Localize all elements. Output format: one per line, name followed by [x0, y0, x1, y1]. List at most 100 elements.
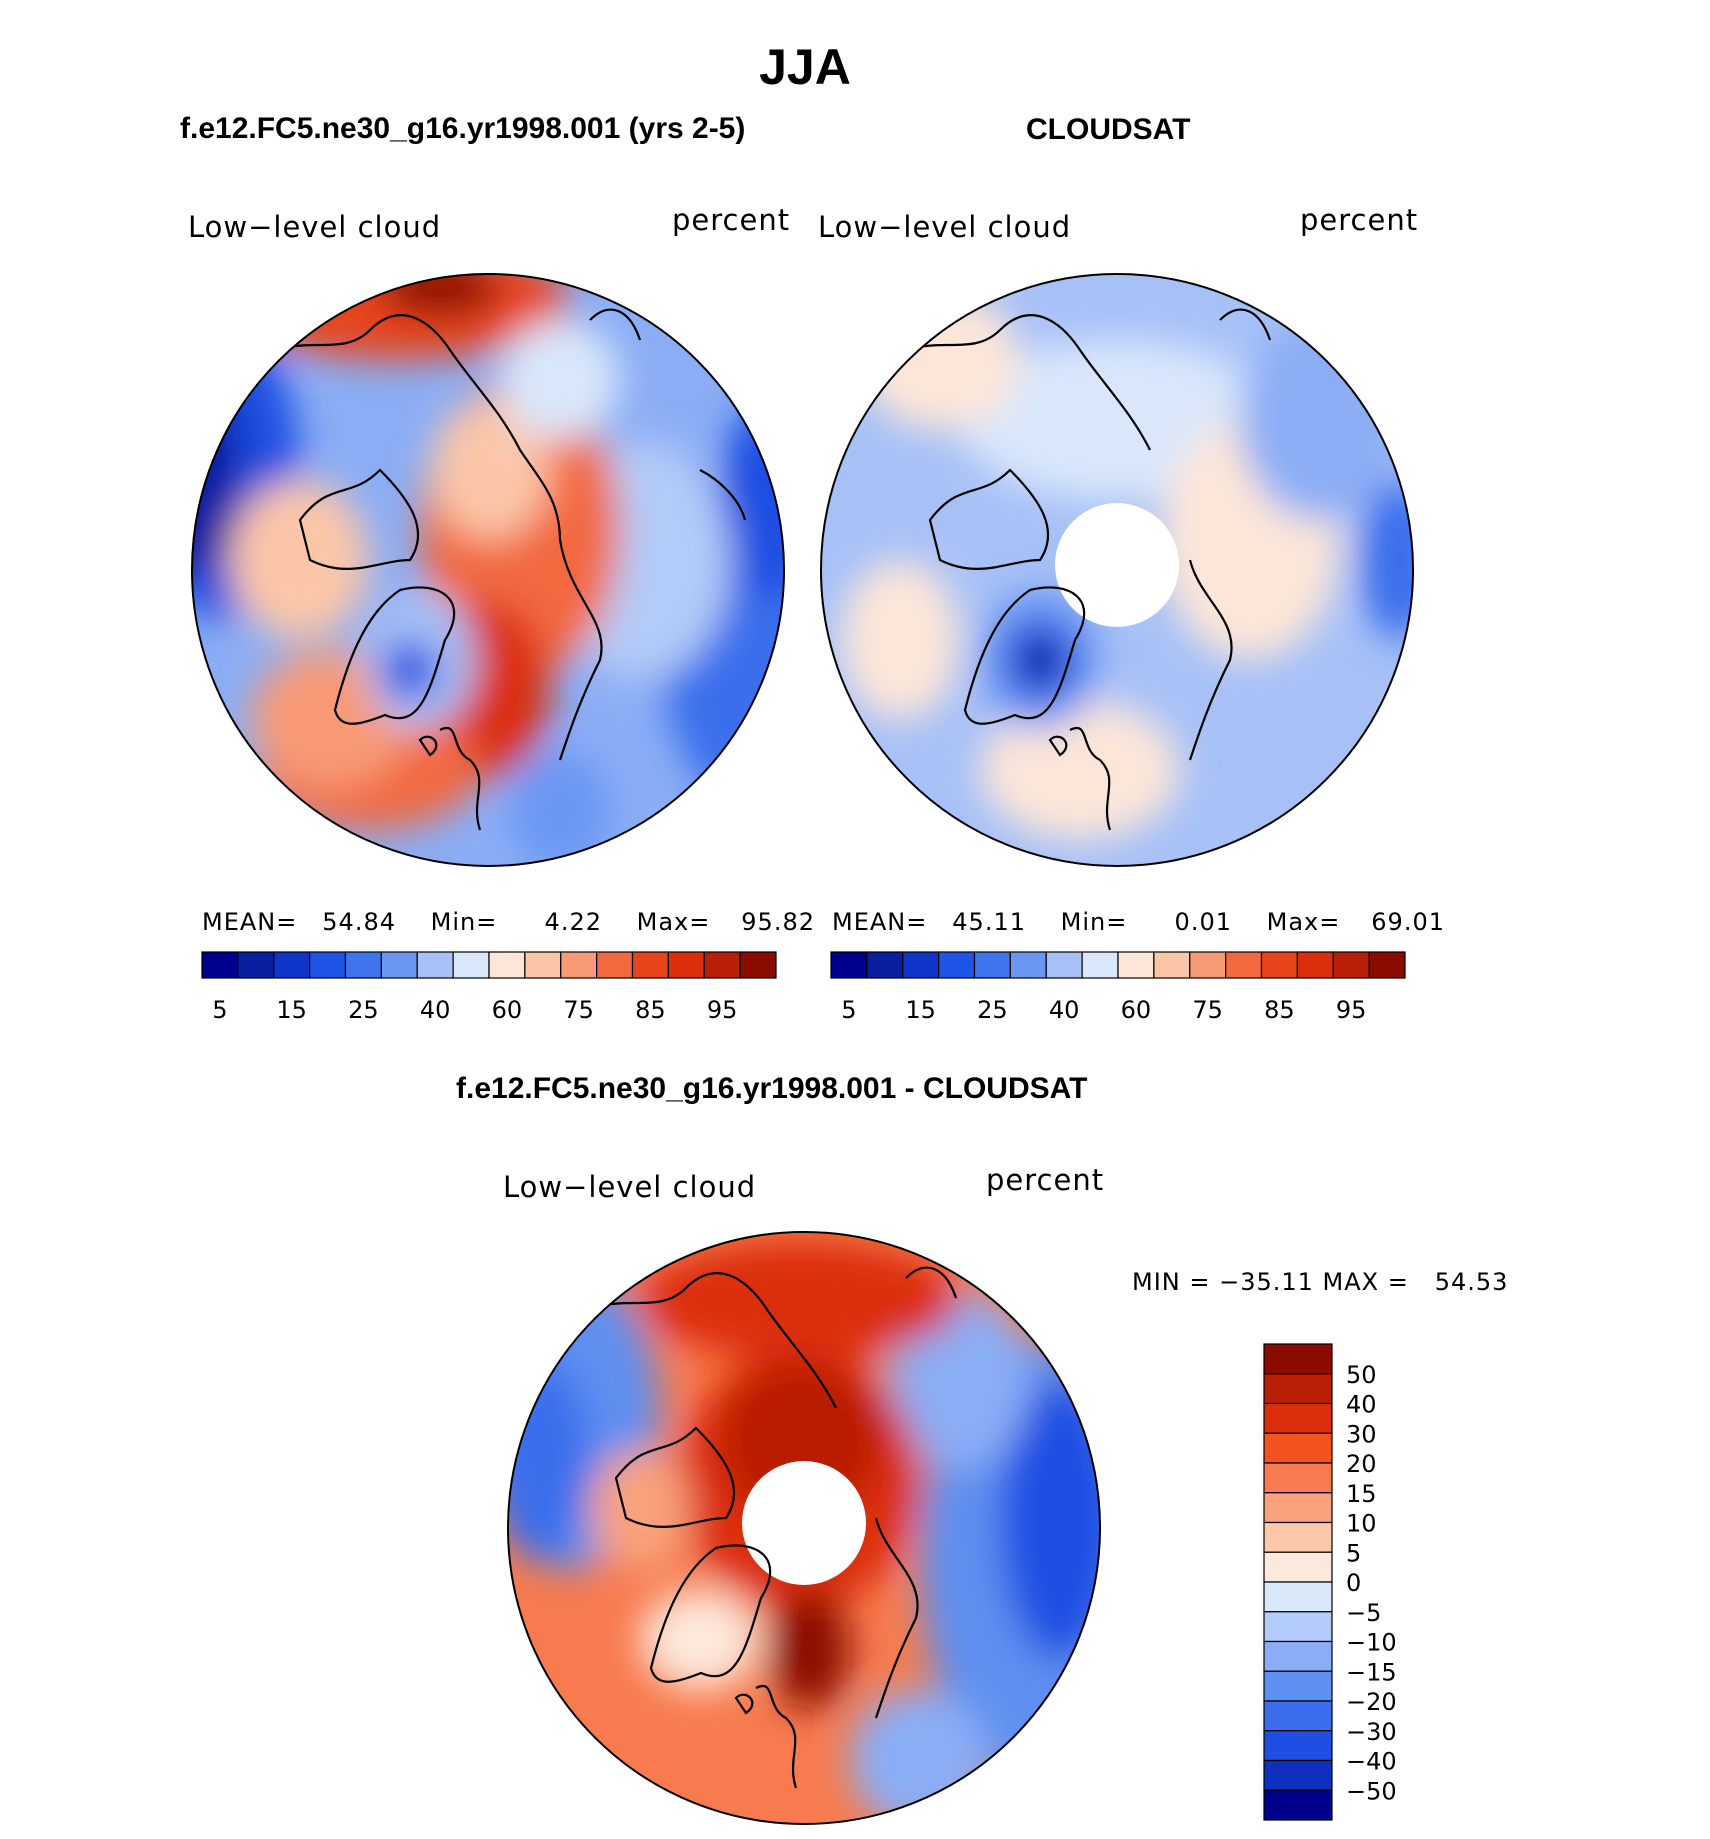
obs-colorbar-box — [1153, 951, 1191, 979]
diff-colorbar-tick-label: −10 — [1346, 1629, 1397, 1657]
obs-colorbar-box — [866, 951, 904, 979]
diff-colorbar-tick-label: 30 — [1346, 1420, 1377, 1448]
model-colorbar-box — [631, 951, 669, 979]
model-colorbar-box — [201, 951, 239, 979]
diff-variable-label: Low−level cloud — [503, 1170, 757, 1204]
obs-colorbar-box — [1189, 951, 1227, 979]
model-colorbar-box — [452, 951, 490, 979]
diff-colorbar-tick-label: 0 — [1346, 1569, 1361, 1597]
obs-colorbar-tick-label: 85 — [1264, 996, 1295, 1024]
obs-colorbar-box — [1009, 951, 1047, 979]
model-colorbar-tick-label: 40 — [420, 996, 451, 1024]
model-units-label: percent — [672, 203, 791, 237]
model-colorbar-box — [416, 951, 454, 979]
model-stats: MEAN= 54.84 Min= 4.22 Max= 95.82 — [202, 908, 815, 936]
diff-colorbar-tick-label: −20 — [1346, 1688, 1397, 1716]
obs-colorbar-box — [938, 951, 976, 979]
diff-colorbar-box — [1263, 1789, 1333, 1821]
model-colorbar-box — [596, 951, 634, 979]
model-colorbar-box — [309, 951, 347, 979]
diff-colorbar-box — [1263, 1581, 1333, 1613]
obs-colorbar-box — [1081, 951, 1119, 979]
model-colorbar-tick-label: 15 — [276, 996, 307, 1024]
obs-colorbar-box — [1368, 951, 1406, 979]
model-colorbar-box — [739, 951, 777, 979]
obs-colorbar-tick-label: 60 — [1121, 996, 1152, 1024]
obs-colorbar: 5 15 25 40 60 75 85 95 — [830, 951, 1406, 1024]
model-polar-map — [191, 273, 785, 867]
model-colorbar-box — [380, 951, 418, 979]
diff-units-label: percent — [986, 1163, 1105, 1197]
model-colorbar-tick-label: 85 — [635, 996, 666, 1024]
diff-colorbar-box — [1263, 1759, 1333, 1791]
model-mean-label: MEAN= — [202, 908, 298, 936]
obs-colorbar-box — [1117, 951, 1155, 979]
diff-stats: MIN = −35.11 MAX = 54.53 — [1132, 1268, 1509, 1296]
diff-colorbar-box — [1263, 1343, 1333, 1375]
diff-colorbar-box — [1263, 1462, 1333, 1494]
model-colorbar-box — [560, 951, 598, 979]
model-variable-label: Low−level cloud — [188, 210, 442, 244]
obs-colorbar-box — [902, 951, 940, 979]
diff-colorbar-tick-label: −30 — [1346, 1718, 1397, 1746]
diff-colorbar-box — [1263, 1432, 1333, 1464]
model-min-label: Min= — [430, 908, 498, 936]
diff-colorbar-box — [1263, 1402, 1333, 1434]
model-colorbar-box — [667, 951, 705, 979]
model-colorbar-tick-label: 5 — [212, 996, 227, 1024]
diff-colorbar-box — [1263, 1492, 1333, 1524]
diff-polar-map — [507, 1231, 1101, 1825]
model-panel-title: f.e12.FC5.ne30_g16.yr1998.001 (yrs 2-5) — [180, 112, 746, 145]
diff-colorbar-tick-label: 10 — [1346, 1510, 1377, 1538]
obs-min-label: Min= — [1060, 908, 1128, 936]
obs-colorbar-box — [830, 951, 868, 979]
main-title: JJA — [759, 39, 851, 95]
model-colorbar-tick-label: 60 — [492, 996, 523, 1024]
diff-colorbar-tick-label: 5 — [1346, 1539, 1361, 1567]
obs-colorbar-tick-label: 25 — [977, 996, 1008, 1024]
obs-colorbar-tick-label: 95 — [1336, 996, 1367, 1024]
obs-colorbar-tick-label: 5 — [841, 996, 856, 1024]
diff-colorbar-tick-label: −5 — [1346, 1599, 1381, 1627]
obs-units-label: percent — [1300, 203, 1419, 237]
obs-colorbar-tick-label: 15 — [905, 996, 936, 1024]
diff-colorbar-tick-label: 20 — [1346, 1450, 1377, 1478]
model-mean-value: 54.84 — [322, 908, 396, 936]
obs-colorbar-box — [973, 951, 1011, 979]
obs-min-value: 0.01 — [1174, 908, 1232, 936]
model-colorbar-tick-label: 95 — [707, 996, 738, 1024]
obs-colorbar-box — [1296, 951, 1334, 979]
obs-mean-value: 45.11 — [952, 908, 1026, 936]
obs-colorbar-box — [1260, 951, 1298, 979]
model-colorbar-box — [488, 951, 526, 979]
model-max-label: Max= — [636, 908, 711, 936]
diff-colorbar-tick-label: 15 — [1346, 1480, 1377, 1508]
obs-polar-map — [820, 273, 1414, 867]
obs-colorbar-box — [1332, 951, 1370, 979]
model-min-value: 4.22 — [544, 908, 602, 936]
diff-colorbar-box — [1263, 1700, 1333, 1732]
model-colorbar-box — [703, 951, 741, 979]
model-colorbar-box — [237, 951, 275, 979]
obs-colorbar-tick-label: 40 — [1049, 996, 1080, 1024]
diff-colorbar-box — [1263, 1640, 1333, 1672]
obs-variable-label: Low−level cloud — [818, 210, 1072, 244]
model-colorbar: 5 15 25 40 60 75 85 95 — [201, 951, 777, 1024]
diff-panel-title: f.e12.FC5.ne30_g16.yr1998.001 - CLOUDSAT — [456, 1072, 1088, 1105]
diff-colorbar-box — [1263, 1670, 1333, 1702]
diff-colorbar-box — [1263, 1373, 1333, 1405]
obs-panel-title: CLOUDSAT — [1026, 113, 1191, 146]
model-colorbar-tick-label: 25 — [348, 996, 379, 1024]
diff-colorbar-box — [1263, 1611, 1333, 1643]
model-colorbar-box — [273, 951, 311, 979]
diff-colorbar-box — [1263, 1521, 1333, 1553]
obs-colorbar-box — [1225, 951, 1263, 979]
diff-colorbar-tick-label: −15 — [1346, 1658, 1397, 1686]
diff-colorbar-tick-label: −50 — [1346, 1777, 1397, 1805]
diff-colorbar-tick-label: 40 — [1346, 1391, 1377, 1419]
diff-colorbar-box — [1263, 1551, 1333, 1583]
diff-colorbar-box — [1263, 1730, 1333, 1762]
obs-mean-label: MEAN= — [832, 908, 928, 936]
